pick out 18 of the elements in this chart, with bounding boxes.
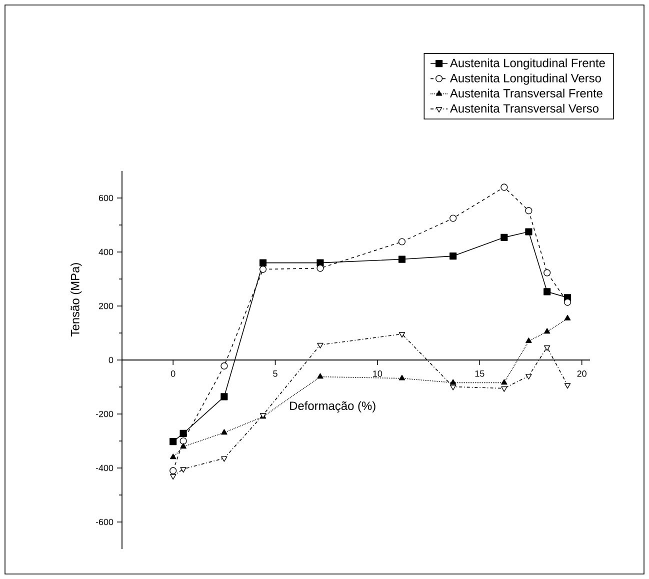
y-tick-label: 400 xyxy=(98,248,114,256)
x-tick-label: 5 xyxy=(273,370,278,377)
y-axis-title: Tensão (MPa) xyxy=(70,263,82,336)
y-tick-label: -400 xyxy=(96,464,114,472)
y-tick-label: 0 xyxy=(108,356,114,364)
legend-label: Austenita Transversal Verso xyxy=(450,104,599,113)
x-tick-label: 0 xyxy=(170,370,176,377)
legend-label: Austenita Longitudinal Frente xyxy=(450,58,605,70)
x-tick-label: 15 xyxy=(475,370,484,377)
y-tick-label: -600 xyxy=(96,518,114,526)
x-tick-label: 20 xyxy=(577,370,586,377)
x-axis-title: Deformação (%) xyxy=(290,401,376,412)
y-tick-label: 600 xyxy=(98,194,114,202)
y-tick-label: 200 xyxy=(98,302,114,310)
y-tick-label: -200 xyxy=(96,410,114,418)
x-tick-label: 10 xyxy=(373,370,382,377)
legend-label: Austenita Transversal Frente xyxy=(450,88,602,98)
legend-label: Austenita Longitudinal Verso xyxy=(450,74,601,85)
